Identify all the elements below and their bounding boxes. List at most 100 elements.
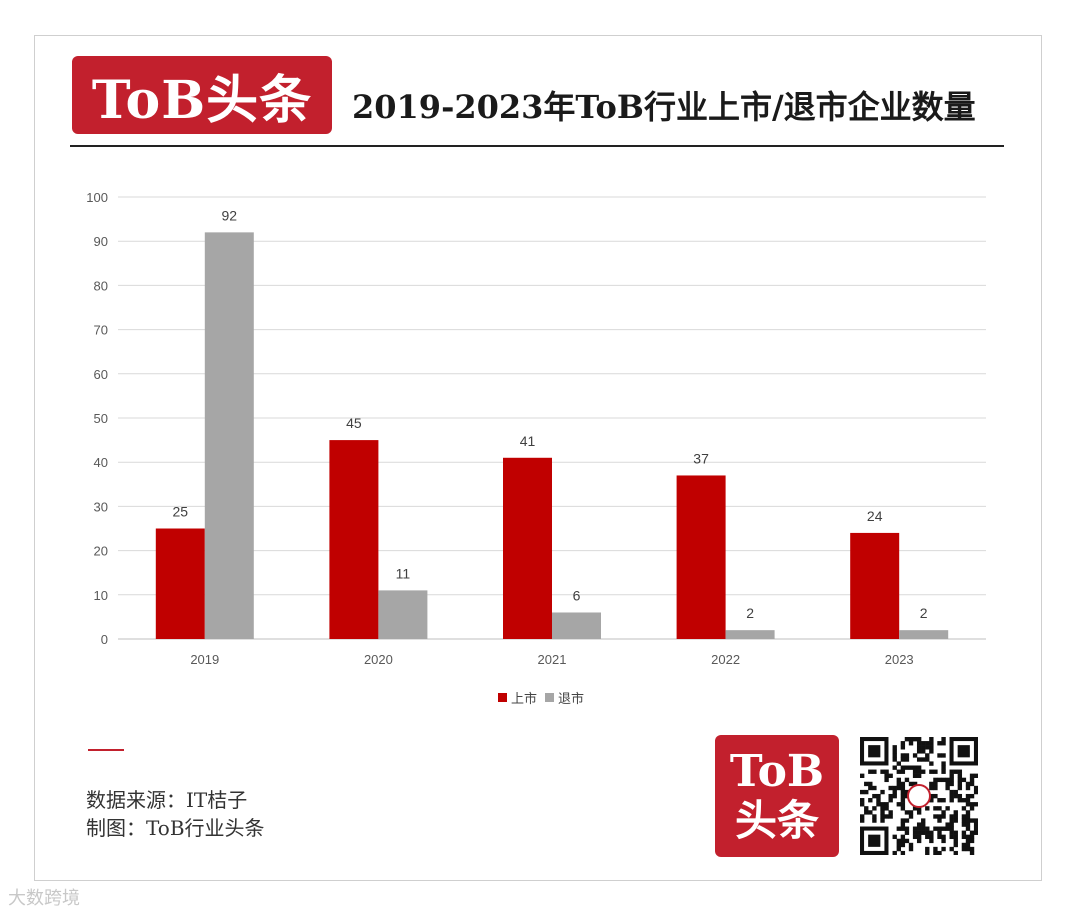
qr-module xyxy=(884,806,889,811)
qr-module xyxy=(973,802,978,807)
tob-logo: ToB头条 xyxy=(72,56,332,134)
data-label-listed-2022: 37 xyxy=(693,450,709,466)
qr-module xyxy=(933,826,938,831)
qr-module xyxy=(892,789,897,795)
qr-module xyxy=(860,802,865,807)
bar-listed-2021 xyxy=(503,457,552,639)
qr-module xyxy=(888,810,893,815)
qr-module xyxy=(921,749,926,754)
y-tick-label-0: 0 xyxy=(101,632,108,647)
qr-module xyxy=(900,826,906,831)
qr-module xyxy=(949,798,954,803)
qr-module xyxy=(933,769,938,774)
qr-module xyxy=(965,834,971,840)
y-tick-label-70: 70 xyxy=(94,323,108,338)
qr-module xyxy=(864,810,869,815)
qr-module xyxy=(929,834,934,840)
qr-module xyxy=(884,802,889,807)
x-tick-label-2022: 2022 xyxy=(711,652,740,667)
qr-module xyxy=(937,777,942,783)
qr-module xyxy=(904,737,910,742)
qr-module xyxy=(925,745,930,750)
qr-module xyxy=(949,769,954,774)
qr-center-logo xyxy=(907,784,931,808)
qr-module xyxy=(937,830,942,835)
qr-module xyxy=(953,834,958,840)
qr-module xyxy=(925,846,930,852)
qr-module xyxy=(965,826,971,831)
legend-label-delisted: 退市 xyxy=(558,692,585,707)
data-label-delisted-2019: 92 xyxy=(222,207,238,223)
qr-module xyxy=(912,826,918,831)
qr-module xyxy=(941,737,946,742)
qr-module xyxy=(941,846,946,852)
qr-module xyxy=(933,781,938,787)
qr-module xyxy=(965,814,971,819)
legend-label-listed: 上市 xyxy=(511,692,538,707)
qr-module xyxy=(896,785,901,791)
qr-module xyxy=(900,822,906,827)
qr-module xyxy=(880,802,885,807)
qr-module xyxy=(892,850,897,855)
qr-module xyxy=(916,741,922,746)
qr-module xyxy=(908,814,914,819)
qr-module xyxy=(925,753,930,758)
qr-module xyxy=(916,745,922,750)
qr-module xyxy=(904,757,910,762)
qr-module xyxy=(916,757,922,762)
qr-module xyxy=(937,826,942,831)
qr-module xyxy=(925,830,930,835)
qr-module xyxy=(945,826,950,831)
qr-module xyxy=(896,838,901,844)
qr-module xyxy=(929,737,934,742)
qr-module xyxy=(904,777,910,783)
qr-module xyxy=(949,789,954,795)
qr-module xyxy=(904,838,910,844)
qr-module xyxy=(860,814,865,819)
qr-module xyxy=(945,785,950,791)
qr-module xyxy=(929,785,934,791)
qr-module xyxy=(904,818,910,823)
qr-module xyxy=(929,741,934,746)
qr-module xyxy=(941,810,946,815)
qr-module xyxy=(904,753,910,758)
qr-module xyxy=(880,789,885,795)
qr-module xyxy=(912,834,918,840)
qr-module xyxy=(900,753,906,758)
qr-module xyxy=(884,773,889,778)
qr-module xyxy=(896,802,901,807)
qr-module xyxy=(973,826,978,831)
qr-module xyxy=(957,773,963,778)
y-tick-label-60: 60 xyxy=(94,367,108,382)
qr-module xyxy=(953,814,958,819)
qr-module xyxy=(896,761,901,766)
qr-module xyxy=(941,777,946,783)
qr-module xyxy=(880,810,885,815)
qr-module xyxy=(929,781,934,787)
qr-module xyxy=(892,785,897,791)
tob-logo-bottom-line2: 头条 xyxy=(734,796,819,845)
qr-module xyxy=(973,822,978,827)
qr-module xyxy=(872,818,877,823)
chart-title: 2019-2023年ToB行业上市/退市企业数量 xyxy=(352,88,976,126)
qr-module xyxy=(953,818,958,823)
bar-listed-2020 xyxy=(329,440,379,639)
qr-module xyxy=(941,826,946,831)
qr-module xyxy=(912,806,918,811)
qr-module xyxy=(900,769,906,774)
bar-delisted-2022 xyxy=(725,630,775,639)
qr-module xyxy=(925,741,930,746)
qr-module xyxy=(933,785,938,791)
qr-module xyxy=(929,830,934,835)
bar-listed-2019 xyxy=(155,528,205,639)
qr-module xyxy=(969,838,975,844)
qr-module xyxy=(937,798,942,803)
qr-module xyxy=(953,789,958,795)
qr-module xyxy=(888,814,893,819)
y-tick-label-10: 10 xyxy=(94,588,108,603)
qr-module xyxy=(900,757,906,762)
bar-listed-2023 xyxy=(850,532,900,639)
legend-swatch-listed xyxy=(498,693,507,702)
bar-delisted-2019 xyxy=(204,232,254,640)
